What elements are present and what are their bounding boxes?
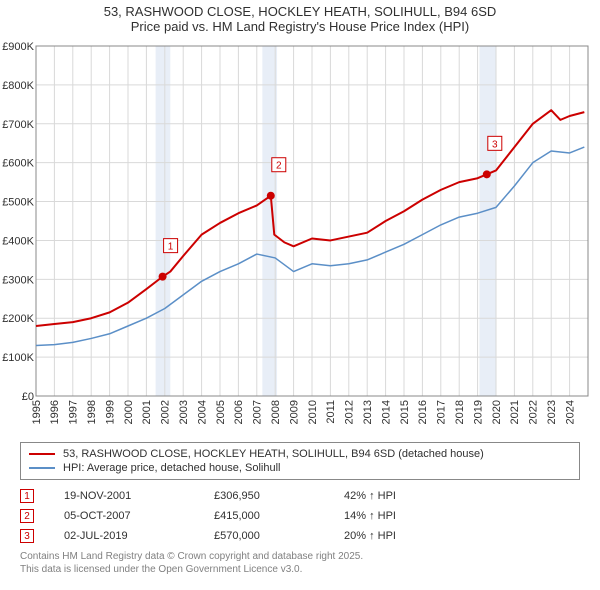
svg-text:£400K: £400K — [2, 235, 34, 247]
chart-title: 53, RASHWOOD CLOSE, HOCKLEY HEATH, SOLIH… — [0, 0, 600, 36]
svg-text:2023: 2023 — [546, 400, 558, 424]
svg-text:£700K: £700K — [2, 119, 34, 131]
svg-text:2004: 2004 — [196, 400, 208, 424]
svg-text:2018: 2018 — [454, 400, 466, 424]
events-table: 1 19-NOV-2001 £306,950 42% ↑ HPI 2 05-OC… — [20, 486, 580, 546]
svg-text:2016: 2016 — [417, 400, 429, 424]
chart-svg: £0£100K£200K£300K£400K£500K£600K£700K£80… — [0, 36, 600, 436]
legend-swatch — [29, 453, 55, 455]
svg-text:£900K: £900K — [2, 41, 34, 53]
legend-row: HPI: Average price, detached house, Soli… — [29, 461, 571, 475]
event-row: 1 19-NOV-2001 £306,950 42% ↑ HPI — [20, 486, 580, 506]
title-subtitle: Price paid vs. HM Land Registry's House … — [10, 19, 590, 34]
svg-text:£100K: £100K — [2, 352, 34, 364]
svg-text:£600K: £600K — [2, 158, 34, 170]
footer: Contains HM Land Registry data © Crown c… — [20, 550, 580, 576]
svg-text:£300K: £300K — [2, 274, 34, 286]
svg-text:£500K: £500K — [2, 197, 34, 209]
legend-label: HPI: Average price, detached house, Soli… — [63, 462, 281, 474]
svg-text:2020: 2020 — [491, 400, 503, 424]
event-price: £570,000 — [214, 530, 314, 542]
svg-text:3: 3 — [492, 139, 498, 150]
svg-text:1997: 1997 — [68, 400, 80, 424]
svg-text:£800K: £800K — [2, 80, 34, 92]
svg-text:1996: 1996 — [49, 400, 61, 424]
event-number-badge: 3 — [20, 529, 34, 543]
event-date: 05-OCT-2007 — [64, 510, 184, 522]
svg-text:2009: 2009 — [288, 400, 300, 424]
event-pct: 20% ↑ HPI — [344, 530, 396, 542]
svg-text:2006: 2006 — [233, 400, 245, 424]
svg-text:2012: 2012 — [344, 400, 356, 424]
event-price: £415,000 — [214, 510, 314, 522]
svg-text:2001: 2001 — [141, 400, 153, 424]
svg-text:2011: 2011 — [325, 400, 337, 424]
svg-text:2000: 2000 — [123, 400, 135, 424]
event-row: 3 02-JUL-2019 £570,000 20% ↑ HPI — [20, 526, 580, 546]
title-address: 53, RASHWOOD CLOSE, HOCKLEY HEATH, SOLIH… — [10, 4, 590, 19]
svg-text:2005: 2005 — [215, 400, 227, 424]
svg-text:2022: 2022 — [528, 400, 540, 424]
svg-text:2013: 2013 — [362, 400, 374, 424]
svg-text:£200K: £200K — [2, 313, 34, 325]
svg-text:1995: 1995 — [31, 400, 43, 424]
svg-text:2017: 2017 — [436, 400, 448, 424]
svg-text:2003: 2003 — [178, 400, 190, 424]
svg-text:2021: 2021 — [509, 400, 521, 424]
svg-text:2014: 2014 — [380, 400, 392, 424]
footer-line: Contains HM Land Registry data © Crown c… — [20, 550, 580, 563]
event-number-badge: 2 — [20, 509, 34, 523]
svg-text:2008: 2008 — [270, 400, 282, 424]
svg-text:2002: 2002 — [160, 400, 172, 424]
legend-row: 53, RASHWOOD CLOSE, HOCKLEY HEATH, SOLIH… — [29, 447, 571, 461]
legend: 53, RASHWOOD CLOSE, HOCKLEY HEATH, SOLIH… — [20, 442, 580, 480]
chart-area: £0£100K£200K£300K£400K£500K£600K£700K£80… — [0, 36, 600, 436]
event-pct: 14% ↑ HPI — [344, 510, 396, 522]
svg-text:2015: 2015 — [399, 400, 411, 424]
event-price: £306,950 — [214, 490, 314, 502]
event-pct: 42% ↑ HPI — [344, 490, 396, 502]
svg-text:2: 2 — [276, 161, 282, 172]
event-date: 19-NOV-2001 — [64, 490, 184, 502]
svg-text:2007: 2007 — [252, 400, 264, 424]
event-number-badge: 1 — [20, 489, 34, 503]
event-date: 02-JUL-2019 — [64, 530, 184, 542]
legend-label: 53, RASHWOOD CLOSE, HOCKLEY HEATH, SOLIH… — [63, 448, 484, 460]
svg-text:1998: 1998 — [86, 400, 98, 424]
svg-text:1: 1 — [168, 242, 174, 253]
svg-text:2024: 2024 — [564, 400, 576, 424]
svg-text:2019: 2019 — [472, 400, 484, 424]
legend-swatch — [29, 467, 55, 469]
svg-text:2010: 2010 — [307, 400, 319, 424]
svg-text:1999: 1999 — [104, 400, 116, 424]
footer-line: This data is licensed under the Open Gov… — [20, 563, 580, 576]
event-row: 2 05-OCT-2007 £415,000 14% ↑ HPI — [20, 506, 580, 526]
